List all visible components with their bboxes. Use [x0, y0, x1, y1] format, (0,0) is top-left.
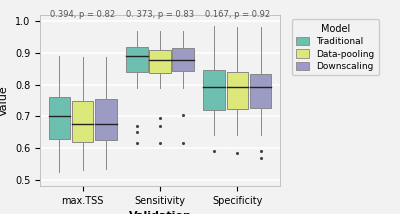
Legend: Traditional, Data-pooling, Downscaling: Traditional, Data-pooling, Downscaling: [292, 19, 379, 75]
Bar: [149, 50, 171, 73]
Bar: [95, 99, 117, 140]
Text: 0.167, p = 0.92: 0.167, p = 0.92: [205, 10, 270, 19]
Bar: [172, 48, 194, 71]
Bar: [126, 47, 148, 72]
Text: 0.394, p = 0.82: 0.394, p = 0.82: [50, 10, 115, 19]
X-axis label: Validation: Validation: [128, 211, 192, 214]
Bar: [226, 72, 248, 108]
Y-axis label: Value: Value: [0, 85, 9, 116]
Bar: [48, 97, 70, 139]
Text: 0. 373, p = 0.83: 0. 373, p = 0.83: [126, 10, 194, 19]
Bar: [203, 70, 225, 110]
Bar: [250, 74, 272, 108]
Bar: [72, 101, 94, 142]
